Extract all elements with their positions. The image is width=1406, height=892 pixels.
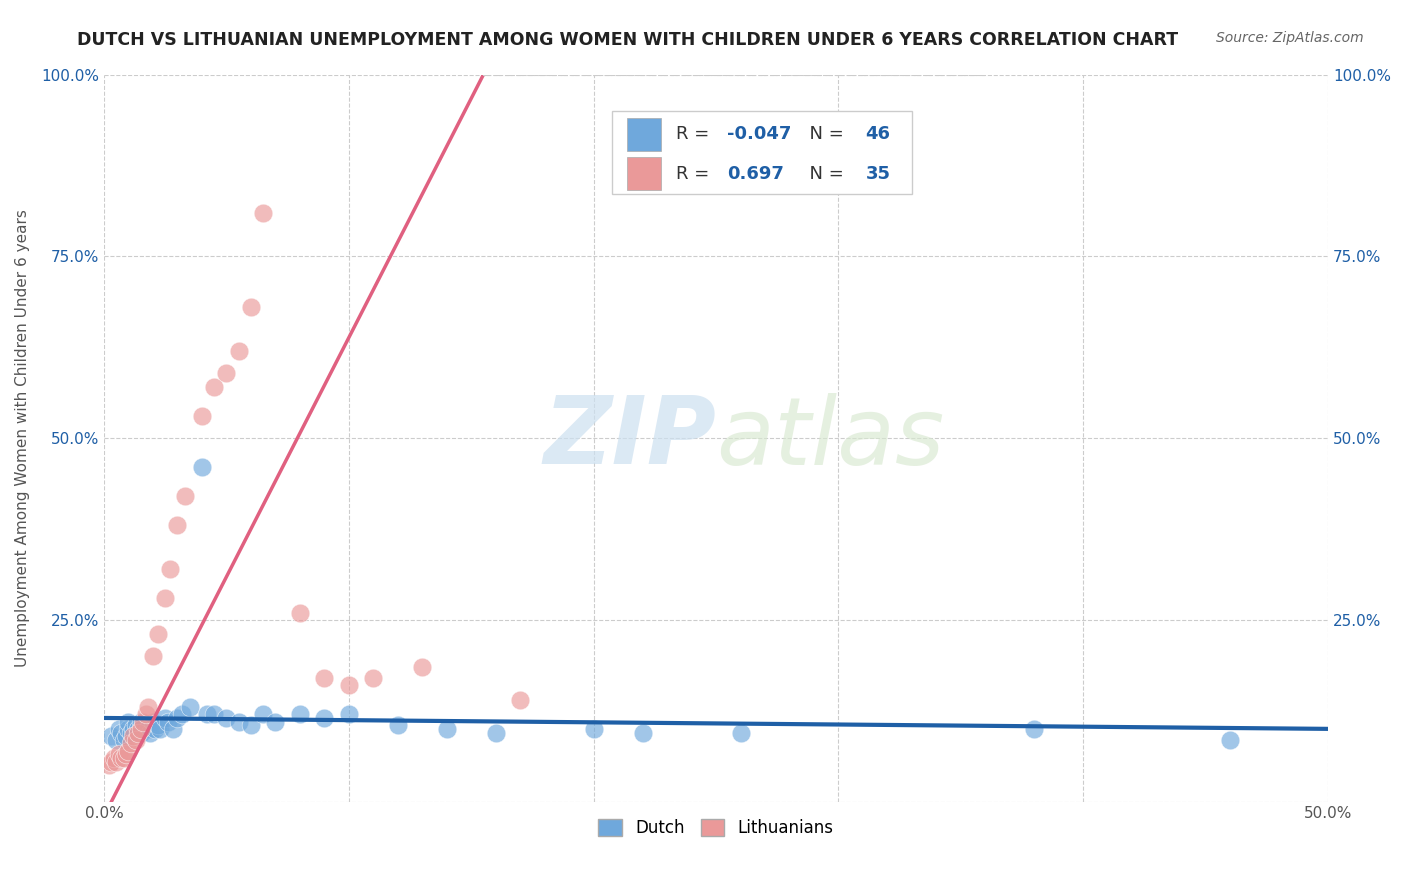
- Point: [202, 707, 225, 722]
- Y-axis label: Unemployment Among Women with Children Under 6 years: Unemployment Among Women with Children U…: [15, 209, 30, 667]
- Point: [172, 707, 194, 722]
- Point: [122, 722, 145, 736]
- Point: [115, 747, 138, 762]
- Point: [387, 718, 409, 732]
- Point: [436, 722, 458, 736]
- Point: [179, 700, 201, 714]
- Point: [159, 562, 181, 576]
- Point: [411, 660, 433, 674]
- Point: [153, 711, 176, 725]
- Point: [631, 725, 654, 739]
- Point: [314, 711, 336, 725]
- Point: [136, 722, 159, 736]
- Point: [337, 707, 360, 722]
- Point: [97, 758, 120, 772]
- Text: R =: R =: [676, 165, 714, 183]
- Point: [129, 725, 152, 739]
- Point: [125, 718, 148, 732]
- Point: [117, 714, 139, 729]
- Point: [117, 744, 139, 758]
- Point: [110, 751, 132, 765]
- Point: [361, 671, 384, 685]
- Point: [107, 722, 129, 736]
- Point: [105, 732, 128, 747]
- Point: [142, 649, 165, 664]
- Point: [288, 606, 311, 620]
- Point: [1219, 732, 1241, 747]
- Point: [105, 755, 128, 769]
- Point: [252, 205, 274, 219]
- Point: [120, 725, 142, 739]
- Point: [239, 718, 262, 732]
- Point: [228, 714, 250, 729]
- Point: [115, 729, 138, 743]
- Point: [162, 722, 184, 736]
- Point: [228, 343, 250, 358]
- Point: [582, 722, 605, 736]
- Text: N =: N =: [799, 165, 849, 183]
- Point: [166, 711, 188, 725]
- Text: atlas: atlas: [716, 392, 945, 483]
- Point: [142, 714, 165, 729]
- Point: [135, 707, 157, 722]
- Legend: Dutch, Lithuanians: Dutch, Lithuanians: [592, 813, 841, 844]
- Point: [288, 707, 311, 722]
- Point: [120, 736, 142, 750]
- Point: [132, 718, 155, 732]
- Point: [730, 725, 752, 739]
- Point: [215, 711, 238, 725]
- Point: [117, 722, 139, 736]
- Point: [110, 725, 132, 739]
- FancyBboxPatch shape: [627, 157, 661, 190]
- Text: DUTCH VS LITHUANIAN UNEMPLOYMENT AMONG WOMEN WITH CHILDREN UNDER 6 YEARS CORRELA: DUTCH VS LITHUANIAN UNEMPLOYMENT AMONG W…: [77, 31, 1178, 49]
- Point: [173, 489, 195, 503]
- Point: [132, 714, 155, 729]
- Point: [146, 718, 169, 732]
- Point: [139, 725, 162, 739]
- Point: [191, 409, 214, 424]
- Point: [195, 707, 218, 722]
- Point: [146, 627, 169, 641]
- Text: ZIP: ZIP: [543, 392, 716, 484]
- Point: [509, 693, 531, 707]
- Point: [100, 729, 122, 743]
- Point: [149, 722, 172, 736]
- Point: [314, 671, 336, 685]
- Point: [129, 714, 152, 729]
- Point: [127, 725, 149, 739]
- Point: [125, 732, 148, 747]
- Text: Source: ZipAtlas.com: Source: ZipAtlas.com: [1216, 31, 1364, 45]
- FancyBboxPatch shape: [627, 118, 661, 151]
- Text: -0.047: -0.047: [727, 125, 792, 144]
- Point: [127, 722, 149, 736]
- FancyBboxPatch shape: [612, 111, 912, 194]
- Point: [112, 732, 135, 747]
- Point: [107, 747, 129, 762]
- Point: [153, 591, 176, 605]
- Text: R =: R =: [676, 125, 714, 144]
- Point: [337, 678, 360, 692]
- Point: [215, 366, 238, 380]
- Point: [136, 700, 159, 714]
- Point: [103, 751, 125, 765]
- Point: [100, 755, 122, 769]
- Text: 0.697: 0.697: [727, 165, 785, 183]
- Point: [264, 714, 287, 729]
- Point: [166, 518, 188, 533]
- Point: [156, 714, 179, 729]
- Point: [112, 751, 135, 765]
- Point: [122, 729, 145, 743]
- Text: 46: 46: [866, 125, 890, 144]
- Point: [485, 725, 508, 739]
- Point: [145, 722, 167, 736]
- Point: [252, 707, 274, 722]
- Point: [129, 722, 152, 736]
- Text: N =: N =: [799, 125, 849, 144]
- Point: [191, 460, 214, 475]
- Point: [1024, 722, 1046, 736]
- Text: 35: 35: [866, 165, 890, 183]
- Point: [202, 380, 225, 394]
- Point: [239, 300, 262, 314]
